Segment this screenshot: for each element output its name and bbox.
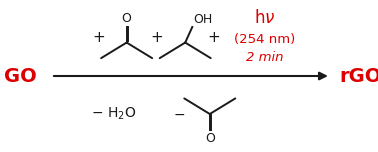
Text: h$\nu$: h$\nu$ [254, 9, 275, 27]
Text: OH: OH [194, 13, 213, 26]
Text: GO: GO [5, 67, 37, 85]
Text: rGO: rGO [340, 67, 378, 85]
Text: +: + [92, 31, 105, 45]
Text: (254 nm): (254 nm) [234, 33, 295, 46]
Text: O: O [205, 132, 215, 145]
Text: $-$: $-$ [174, 107, 186, 121]
Text: 2 min: 2 min [246, 51, 284, 64]
Text: +: + [150, 31, 163, 45]
Text: $-$ H$_2$O: $-$ H$_2$O [91, 106, 136, 122]
Text: O: O [122, 12, 132, 25]
Text: +: + [207, 31, 220, 45]
